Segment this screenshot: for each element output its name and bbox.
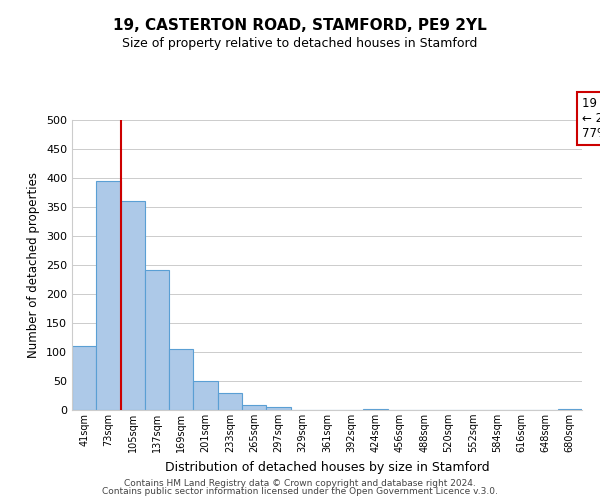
Text: Contains HM Land Registry data © Crown copyright and database right 2024.: Contains HM Land Registry data © Crown c… <box>124 478 476 488</box>
Text: 19 CASTERTON ROAD: 89sqm
← 22% of detached houses are smaller (289)
77% of semi-: 19 CASTERTON ROAD: 89sqm ← 22% of detach… <box>582 97 600 140</box>
Bar <box>193 381 218 410</box>
Bar <box>218 392 242 410</box>
Bar <box>169 349 193 410</box>
Text: Size of property relative to detached houses in Stamford: Size of property relative to detached ho… <box>122 38 478 51</box>
Bar <box>364 409 388 410</box>
Bar <box>558 409 582 410</box>
Text: 19, CASTERTON ROAD, STAMFORD, PE9 2YL: 19, CASTERTON ROAD, STAMFORD, PE9 2YL <box>113 18 487 32</box>
Bar <box>121 201 145 410</box>
Bar <box>72 346 96 410</box>
Bar <box>145 270 169 410</box>
Bar <box>242 406 266 410</box>
Bar <box>96 182 121 410</box>
Text: Contains public sector information licensed under the Open Government Licence v.: Contains public sector information licen… <box>102 487 498 496</box>
X-axis label: Distribution of detached houses by size in Stamford: Distribution of detached houses by size … <box>164 460 490 473</box>
Bar <box>266 407 290 410</box>
Y-axis label: Number of detached properties: Number of detached properties <box>28 172 40 358</box>
